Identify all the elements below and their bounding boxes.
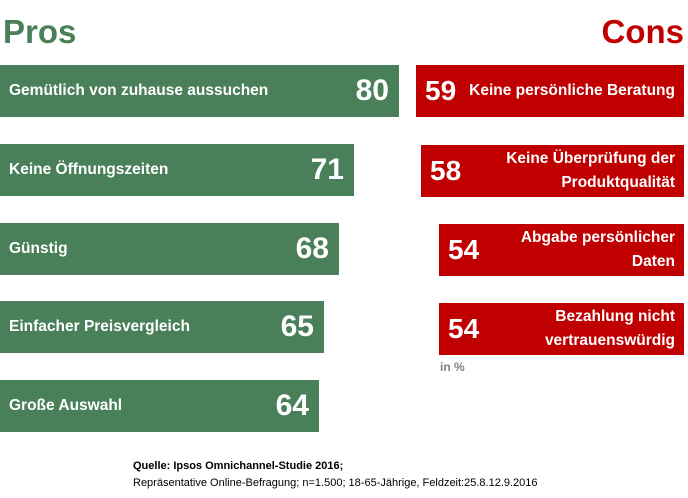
pro-bar-value: 65 — [280, 310, 314, 343]
pro-bar: Einfacher Preisvergleich 65 — [0, 301, 324, 353]
pro-bar-label: Gemütlich von zuhause aussuchen — [9, 82, 269, 99]
pro-bar: Günstig 68 — [0, 223, 339, 275]
source-note: Quelle: Ipsos Omnichannel-Studie 2016; R… — [133, 458, 538, 492]
con-bar-value: 54 — [448, 234, 480, 265]
con-bar-value: 54 — [448, 313, 480, 344]
source-title: Quelle: Ipsos Omnichannel-Studie 2016; — [133, 460, 344, 472]
con-bar: 59 Keine persönliche Beratung — [416, 65, 684, 117]
con-bar: 54 Bezahlung nicht vertrauenswürdig — [439, 303, 684, 355]
pro-bar: Keine Öffnungszeiten 71 — [0, 144, 354, 196]
pro-bar: Große Auswahl 64 — [0, 380, 319, 432]
con-bar: 54 Abgabe persönlicher Daten — [439, 224, 684, 276]
con-bar-label: Abgabe persönlicher Daten — [520, 229, 675, 270]
con-bar-label: Bezahlung nicht vertrauenswürdig — [544, 308, 675, 349]
unit-note: in % — [440, 360, 465, 374]
con-bar-label: Keine persönliche Beratung — [469, 82, 675, 99]
pro-bar-label: Günstig — [9, 240, 68, 257]
pro-bar-value: 64 — [275, 389, 309, 422]
con-bar-value: 58 — [430, 155, 462, 186]
pro-bar-value: 80 — [355, 74, 389, 107]
pros-heading: Pros — [3, 13, 77, 50]
pro-bar-value: 71 — [310, 153, 344, 186]
pro-bar-label: Große Auswahl — [9, 397, 123, 414]
con-bar: 58 Keine Überprüfung der Produktqualität — [421, 145, 684, 197]
cons-heading: Cons — [601, 13, 685, 50]
pro-bar-value: 68 — [295, 232, 329, 265]
source-details: Repräsentative Online-Befragung; n=1.500… — [133, 477, 538, 489]
pro-bar: Gemütlich von zuhause aussuchen 80 — [0, 65, 399, 117]
pro-bar-label: Keine Öffnungszeiten — [9, 161, 169, 178]
pro-bar-label: Einfacher Preisvergleich — [9, 318, 190, 335]
con-bar-value: 59 — [425, 75, 457, 106]
con-bar-label: Keine Überprüfung der Produktqualität — [506, 150, 675, 191]
